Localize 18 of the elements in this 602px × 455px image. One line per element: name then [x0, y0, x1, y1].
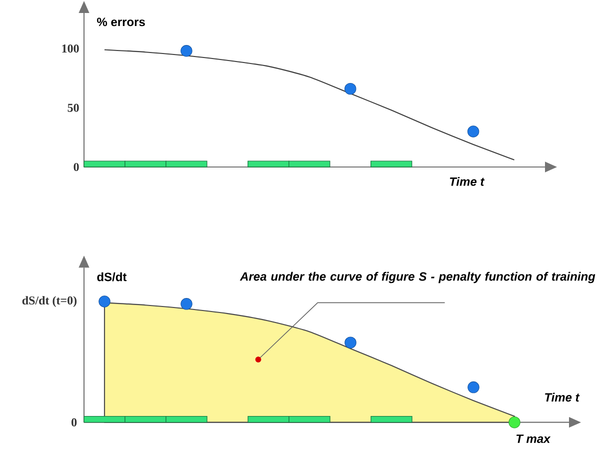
point: [180, 298, 192, 310]
point: [467, 126, 480, 138]
y-tick-label: 0: [74, 162, 79, 172]
text: T max: [516, 434, 551, 443]
point: [98, 296, 110, 308]
text: dS/dt (t=0): [22, 296, 77, 307]
y-axis-title: % errors: [97, 18, 145, 26]
x-axis-title: Time t: [450, 177, 485, 186]
point: [508, 416, 520, 428]
y-axis-title: dS/dt: [97, 272, 127, 282]
y-tick-label: 50: [68, 104, 79, 112]
text: Area under the curve of figure S - penalty function of training: [240, 272, 596, 284]
point: [468, 381, 480, 394]
point: [344, 336, 356, 348]
point: [344, 82, 356, 95]
point: [180, 45, 192, 57]
y-tick-label: 100: [62, 44, 79, 53]
x-axis-title: Time t: [545, 392, 580, 402]
